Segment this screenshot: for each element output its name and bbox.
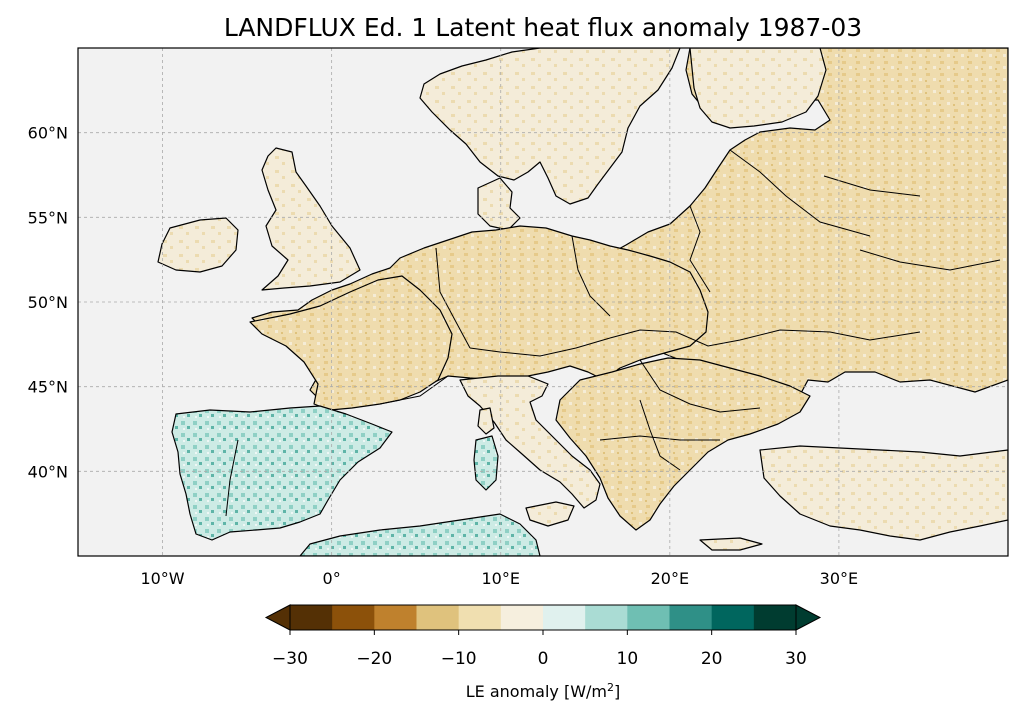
- lat-tick-label: 40°N: [28, 462, 68, 481]
- ireland-land: [157, 217, 239, 273]
- italy-land: [459, 375, 601, 509]
- colorbar-segment: [290, 605, 333, 630]
- colorbar-label-sup: 2: [607, 681, 614, 694]
- map-frame: [77, 47, 1009, 557]
- colorbar-segment: [458, 605, 502, 630]
- map-area: [78, 48, 1008, 556]
- colorbar: [264, 604, 822, 631]
- colorbar-label: LE anomaly [W/m2]: [466, 681, 621, 702]
- crete-land: [699, 537, 763, 551]
- land-masses: [157, 48, 1008, 556]
- sardinia-land: [473, 435, 499, 491]
- colorbar-segment: [585, 605, 628, 630]
- lat-tick-label: 55°N: [28, 208, 68, 227]
- colorbar-segment: [416, 605, 460, 630]
- lon-tick-label: 10°E: [481, 569, 519, 588]
- north-africa-land: [299, 513, 541, 556]
- finland-land: [689, 48, 827, 129]
- turkey-land: [759, 445, 1008, 541]
- colorbar-tick-label: 10: [617, 649, 639, 669]
- colorbar-segment: [669, 605, 713, 630]
- colorbar-label-main: LE anomaly [W/m: [466, 682, 607, 701]
- colorbar-segment: [711, 605, 755, 630]
- colorbar-label-end: ]: [614, 682, 620, 701]
- colorbar-segment: [753, 605, 797, 630]
- colorbar-segment: [332, 605, 375, 630]
- lat-tick-labels: 60°N 55°N 50°N 45°N 40°N: [28, 124, 68, 482]
- gridlines: [78, 48, 1008, 556]
- great-britain-land: [261, 147, 361, 291]
- colorbar-tick-label: −30: [272, 649, 308, 669]
- balkans-land: [555, 357, 811, 531]
- corsica-land: [477, 407, 495, 435]
- colorbar-tick-label: −20: [356, 649, 392, 669]
- colorbar-segment: [500, 605, 544, 630]
- sicily-land: [525, 501, 575, 527]
- scandinavia-land: [419, 48, 681, 205]
- lon-tick-labels: 10°W 0° 10°E 20°E 30°E: [140, 569, 858, 588]
- map-title: LANDFLUX Ed. 1 Latent heat flux anomaly …: [224, 13, 862, 42]
- lon-tick-label: 10°W: [140, 569, 184, 588]
- colorbar-tick-label: −10: [441, 649, 477, 669]
- colorbar-segment: [374, 605, 417, 630]
- lat-tick-label: 50°N: [28, 293, 68, 312]
- lon-tick-label: 20°E: [651, 569, 689, 588]
- country-borders: [225, 149, 1001, 517]
- lon-tick-label: 0°: [323, 569, 341, 588]
- colorbar-extend-under: [264, 604, 291, 631]
- france-west-land: [249, 275, 453, 411]
- lon-tick-label: 30°E: [820, 569, 858, 588]
- colorbar-tick-label: 20: [701, 649, 723, 669]
- colorbar-ticks: −30 −20 −10 0 10 20 30: [272, 630, 807, 669]
- colorbar-segment: [543, 605, 586, 630]
- lat-tick-label: 60°N: [28, 124, 68, 143]
- colorbar-tick-label: 0: [538, 649, 549, 669]
- colorbar-tick-label: 30: [785, 649, 807, 669]
- lat-tick-label: 45°N: [28, 378, 68, 397]
- colorbar-segment: [627, 605, 670, 630]
- colorbar-extend-over: [795, 604, 822, 631]
